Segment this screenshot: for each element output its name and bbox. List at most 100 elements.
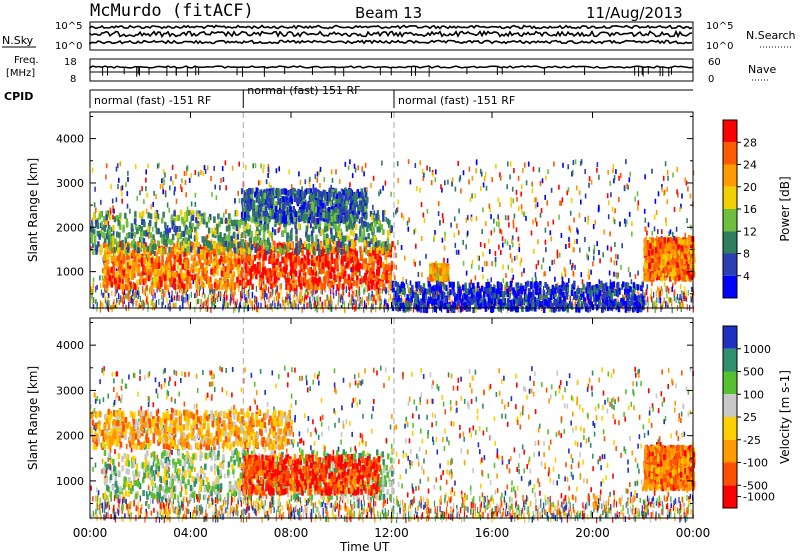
data-cell (251, 300, 253, 307)
data-cell (210, 176, 212, 181)
data-cell (215, 195, 218, 201)
data-cell (510, 202, 512, 208)
data-cell (355, 241, 357, 247)
data-cell (444, 231, 446, 237)
data-cell (481, 266, 484, 272)
data-cell (281, 247, 285, 254)
data-cell (161, 293, 163, 300)
data-cell (426, 165, 428, 171)
data-cell (126, 262, 129, 269)
data-cell (378, 247, 382, 254)
data-cell (516, 196, 518, 202)
data-cell (400, 245, 403, 250)
data-cell (185, 170, 188, 176)
data-cell (228, 244, 232, 251)
data-cell (362, 263, 366, 270)
data-cell (669, 253, 672, 260)
data-cell (679, 301, 681, 308)
data-cell (357, 295, 359, 302)
data-cell (197, 253, 200, 260)
data-cell (128, 269, 132, 276)
data-cell (173, 190, 176, 196)
data-cell (654, 251, 658, 258)
data-cell (479, 168, 482, 174)
data-cell (262, 168, 264, 174)
data-cell (460, 188, 462, 194)
data-cell (522, 168, 524, 173)
data-cell (318, 276, 321, 283)
data-cell (142, 279, 145, 286)
data-cell (540, 208, 543, 214)
data-cell (395, 209, 397, 215)
data-cell (147, 275, 151, 282)
data-cell (496, 221, 498, 227)
data-cell (379, 303, 381, 310)
data-cell (643, 292, 646, 299)
data-cell (178, 278, 182, 285)
data-cell (256, 261, 260, 268)
data-cell (129, 281, 132, 288)
data-cell (129, 208, 131, 214)
data-cell (103, 290, 106, 297)
data-cell (377, 278, 380, 285)
data-cell (480, 171, 483, 177)
data-cell (309, 176, 311, 182)
data-cell (495, 163, 497, 169)
data-cell (676, 248, 679, 255)
data-cell (445, 274, 448, 281)
data-cell (231, 294, 233, 301)
data-cell (588, 269, 590, 275)
data-cell (322, 306, 324, 313)
data-cell (337, 299, 339, 306)
data-cell (685, 291, 687, 298)
data-cell (245, 273, 248, 280)
data-cell (489, 249, 491, 255)
data-cell (128, 259, 132, 266)
data-cell (132, 288, 134, 295)
data-cell (343, 289, 345, 296)
data-cell (138, 290, 140, 297)
data-cell (179, 253, 182, 260)
data-cell (569, 295, 572, 302)
data-cell (613, 219, 616, 225)
data-cell (281, 257, 285, 264)
data-cell (290, 280, 293, 286)
data-cell (361, 282, 363, 288)
data-cell (381, 262, 385, 268)
data-cell (163, 293, 165, 300)
data-cell (401, 298, 404, 304)
data-cell (523, 212, 526, 217)
data-cell (190, 241, 194, 248)
data-cell (586, 253, 588, 259)
data-cell (302, 296, 304, 303)
data-cell (371, 271, 374, 278)
data-cell (253, 304, 256, 311)
data-cell (654, 306, 656, 313)
data-cell (498, 244, 500, 250)
data-cell (161, 259, 164, 266)
data-cell (527, 161, 530, 167)
data-cell (225, 209, 227, 215)
data-cell (330, 288, 332, 295)
data-cell (176, 241, 179, 248)
data-cell (502, 278, 505, 284)
data-cell (182, 297, 184, 303)
data-cell (94, 186, 96, 192)
data-cell (122, 292, 125, 299)
data-cell (506, 240, 509, 246)
data-cell (359, 255, 363, 261)
data-cell (361, 300, 363, 307)
data-cell (353, 248, 357, 255)
data-cell (660, 286, 662, 292)
data-cell (421, 272, 423, 278)
data-cell (344, 270, 347, 277)
data-cell (96, 305, 98, 312)
data-cell (690, 296, 692, 303)
data-cell (406, 283, 409, 289)
date-title: 11/Aug/2013 (586, 4, 683, 22)
data-cell (108, 279, 112, 286)
data-cell (669, 265, 673, 272)
data-cell (173, 258, 176, 265)
data-cell (687, 186, 689, 192)
data-cell (208, 258, 212, 265)
